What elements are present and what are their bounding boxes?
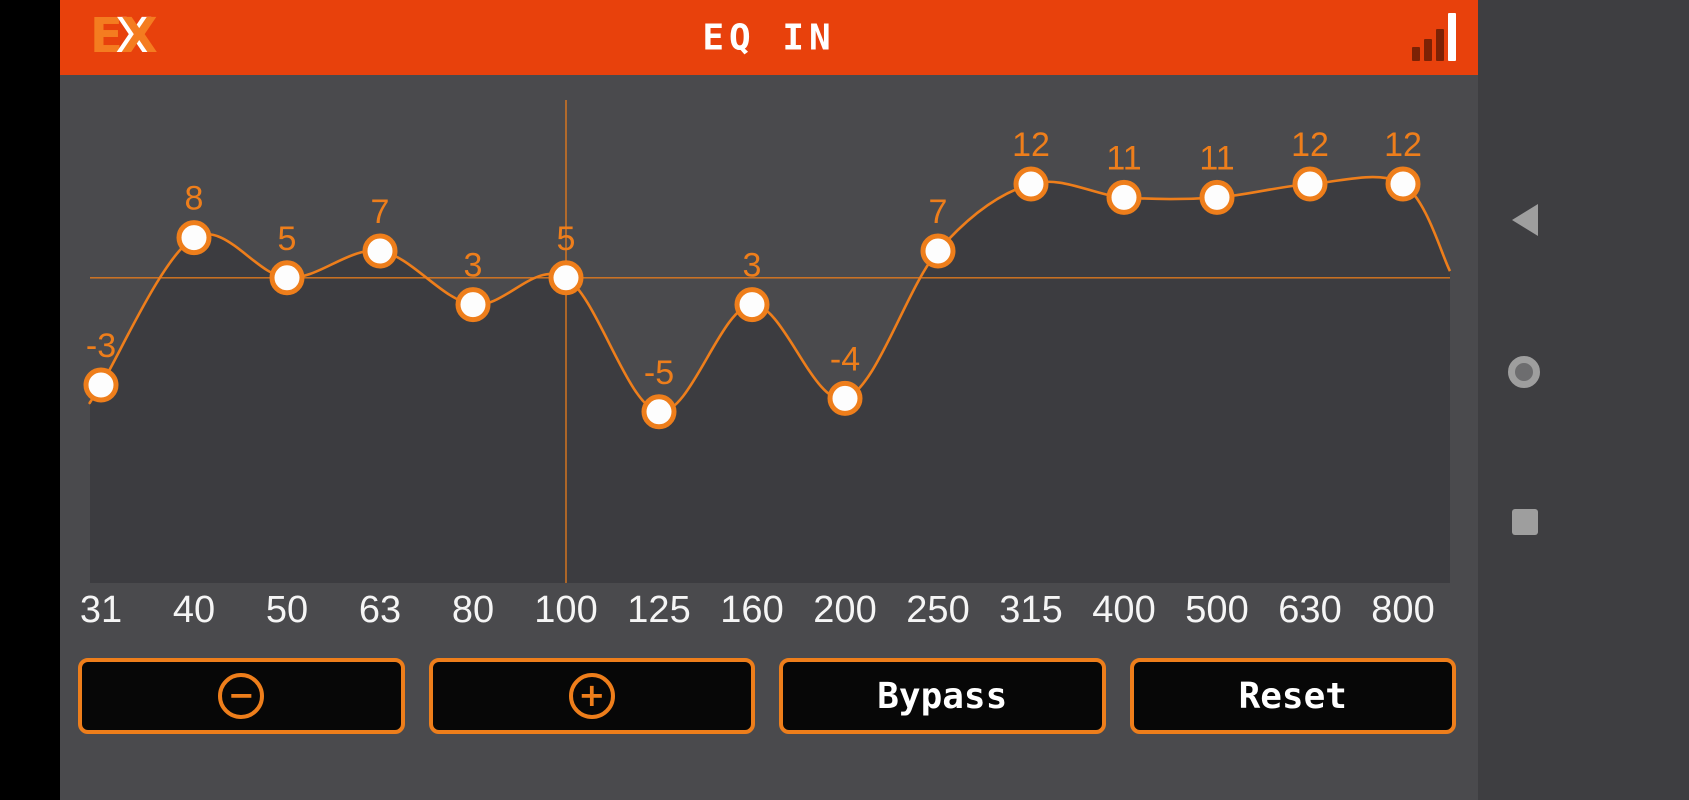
- band-frequency-label: 31: [80, 589, 122, 631]
- gain-decrease-button[interactable]: −: [78, 658, 405, 734]
- eq-band-handle-40[interactable]: [176, 220, 212, 256]
- band-frequency-label: 630: [1278, 589, 1341, 631]
- band-frequency-label: 500: [1185, 589, 1248, 631]
- reset-button-label: Reset: [1238, 675, 1347, 717]
- band-frequency-label: 100: [534, 589, 597, 631]
- band-frequency-label: 125: [627, 589, 690, 631]
- brand-logo: EX: [90, 8, 158, 64]
- minus-glyph: −: [227, 675, 255, 714]
- logo-letter-e: E: [90, 8, 123, 64]
- recents-icon[interactable]: [1512, 509, 1538, 535]
- band-frequency-label: 200: [813, 589, 876, 631]
- band-value-label: 3: [743, 247, 762, 285]
- eq-curve-fill: [89, 177, 1450, 584]
- eq-band-handle-315[interactable]: [1013, 166, 1049, 202]
- bypass-button[interactable]: Bypass: [779, 658, 1106, 734]
- band-value-label: 11: [1106, 139, 1141, 177]
- eq-band-handle-630[interactable]: [1292, 166, 1328, 202]
- reset-button[interactable]: Reset: [1129, 658, 1456, 734]
- band-value-label: 11: [1199, 139, 1234, 177]
- eq-band-handle-400[interactable]: [1106, 179, 1142, 215]
- eq-band-handle-800[interactable]: [1385, 166, 1421, 202]
- band-frequency-label: 250: [906, 589, 969, 631]
- band-value-label: 3: [464, 247, 483, 285]
- eq-band-handle-100[interactable]: [548, 260, 584, 296]
- band-frequency-label: 63: [359, 589, 401, 631]
- app-header: EX EQ IN: [60, 0, 1478, 75]
- band-frequency-label: 80: [452, 589, 494, 631]
- band-value-label: 7: [929, 193, 948, 231]
- band-frequency-label: 50: [266, 589, 308, 631]
- plus-icon: +: [568, 673, 615, 719]
- band-frequency-label: 315: [999, 589, 1062, 631]
- band-value-label: 8: [185, 180, 204, 218]
- eq-band-handle-63[interactable]: [362, 233, 398, 269]
- logo-letter-x: X: [120, 8, 158, 64]
- eq-band-handle-200[interactable]: [827, 380, 863, 416]
- band-value-label: 12: [1012, 126, 1050, 164]
- plus-glyph: +: [578, 675, 606, 714]
- bypass-button-label: Bypass: [877, 675, 1008, 717]
- eq-app-window: EX EQ IN -3 31 8 40 5 50 7 63 3 80 5 100 -5 125 3 160 -4…: [60, 0, 1478, 800]
- gain-increase-button[interactable]: +: [428, 658, 755, 734]
- band-value-label: 7: [371, 193, 390, 231]
- eq-band-handle-80[interactable]: [455, 287, 491, 323]
- band-value-label: 5: [278, 220, 297, 258]
- band-frequency-label: 160: [720, 589, 783, 631]
- eq-band-handle-31[interactable]: [83, 367, 119, 403]
- eq-controls: − + Bypass Reset: [78, 658, 1456, 734]
- band-value-label: -3: [86, 327, 116, 365]
- band-value-label: -4: [830, 340, 860, 378]
- band-frequency-label: 800: [1371, 589, 1434, 631]
- eq-band-handle-160[interactable]: [734, 287, 770, 323]
- eq-curve-chart[interactable]: -3 31 8 40 5 50 7 63 3 80 5 100 -5 125 3 160 -4 200 7 250 12…: [60, 75, 1478, 658]
- band-value-label: 5: [557, 220, 576, 258]
- band-frequency-label: 400: [1092, 589, 1155, 631]
- band-frequency-label: 40: [173, 589, 215, 631]
- system-nav-bar: [1478, 0, 1689, 800]
- band-value-label: 12: [1384, 126, 1422, 164]
- back-icon[interactable]: [1512, 204, 1538, 236]
- eq-band-handle-500[interactable]: [1199, 179, 1235, 215]
- band-value-label: -5: [644, 354, 674, 392]
- home-icon[interactable]: [1508, 356, 1540, 388]
- eq-band-handle-50[interactable]: [269, 260, 305, 296]
- eq-band-handle-125[interactable]: [641, 394, 677, 430]
- signal-bars-icon: [1412, 13, 1456, 61]
- minus-icon: −: [218, 673, 265, 719]
- band-value-label: 12: [1291, 126, 1329, 164]
- eq-band-handle-250[interactable]: [920, 233, 956, 269]
- page-title: EQ IN: [702, 17, 836, 58]
